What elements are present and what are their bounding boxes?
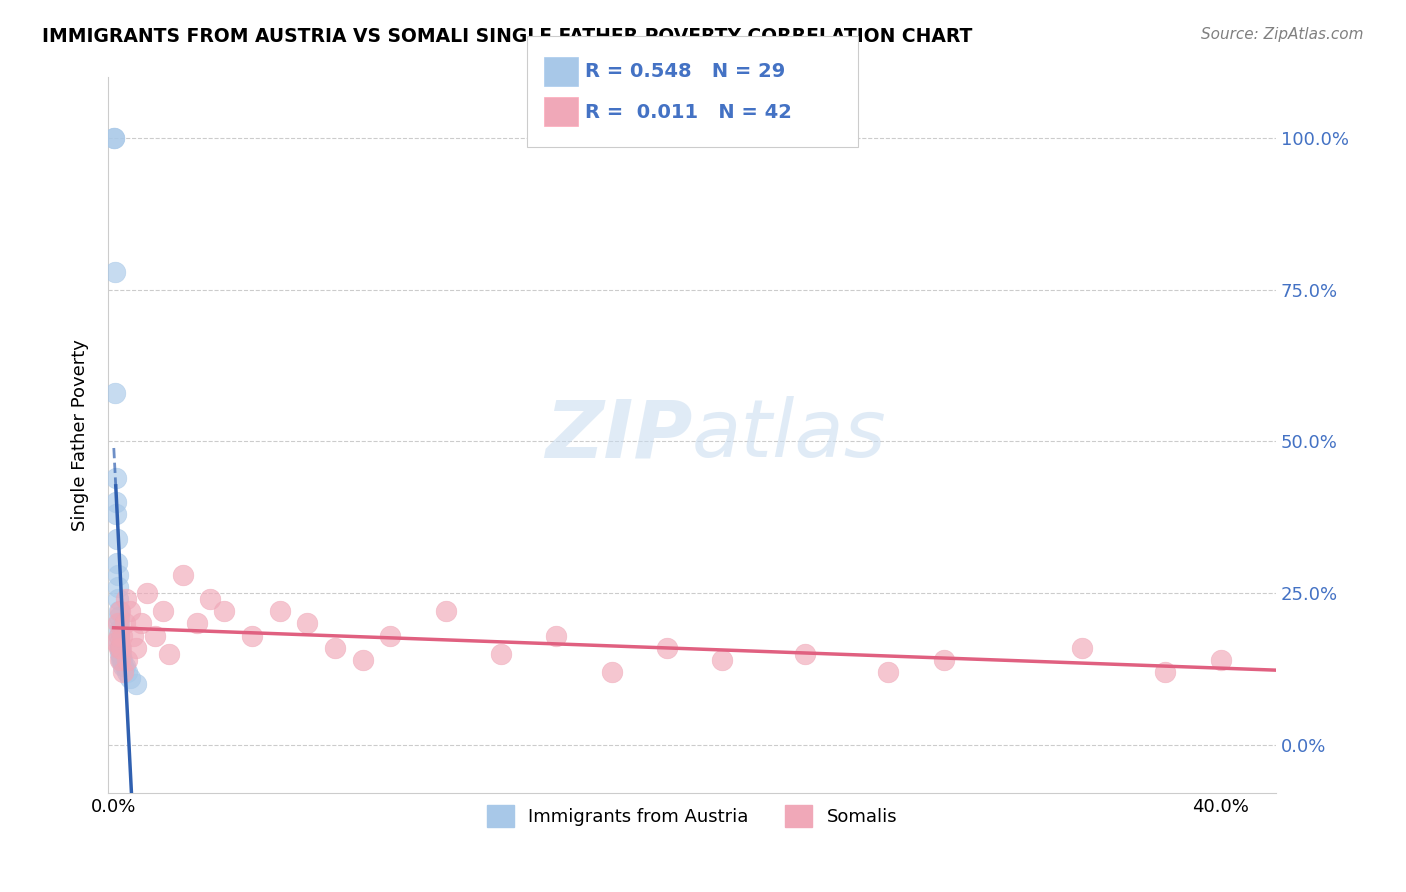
Point — [157, 647, 180, 661]
Point — [200, 592, 222, 607]
Point — [108, 629, 131, 643]
Point — [115, 592, 138, 607]
Point — [122, 629, 145, 643]
Point — [110, 604, 132, 618]
Point — [108, 629, 131, 643]
Point — [108, 653, 131, 667]
Point — [108, 640, 131, 655]
Point — [105, 495, 128, 509]
Point — [655, 640, 678, 655]
Text: IMMIGRANTS FROM AUSTRIA VS SOMALI SINGLE FATHER POVERTY CORRELATION CHART: IMMIGRANTS FROM AUSTRIA VS SOMALI SINGLE… — [42, 27, 973, 45]
Point — [103, 131, 125, 145]
Point — [120, 604, 142, 618]
Point — [107, 568, 129, 582]
Point — [711, 653, 734, 667]
Point — [107, 616, 129, 631]
Point — [103, 131, 125, 145]
Point — [105, 634, 128, 648]
Point — [105, 508, 128, 522]
Text: ZIP: ZIP — [544, 396, 692, 475]
Point — [107, 640, 129, 655]
Point — [323, 640, 346, 655]
Point — [172, 568, 194, 582]
Point — [240, 629, 263, 643]
Legend: Immigrants from Austria, Somalis: Immigrants from Austria, Somalis — [479, 798, 904, 834]
Point — [112, 659, 135, 673]
Point — [152, 604, 174, 618]
Point — [124, 677, 146, 691]
Point — [108, 640, 131, 655]
Point — [114, 659, 136, 673]
Point — [107, 580, 129, 594]
Point — [269, 604, 291, 618]
Point — [212, 604, 235, 618]
Point — [124, 640, 146, 655]
Point — [110, 653, 132, 667]
Point — [108, 623, 131, 637]
Point — [112, 665, 135, 679]
Point — [129, 616, 152, 631]
Point — [114, 616, 136, 631]
Point — [104, 264, 127, 278]
Point — [489, 647, 512, 661]
Point — [1154, 665, 1177, 679]
Point — [1071, 640, 1094, 655]
Point — [110, 647, 132, 661]
Point — [120, 671, 142, 685]
Point — [380, 629, 402, 643]
Text: Source: ZipAtlas.com: Source: ZipAtlas.com — [1201, 27, 1364, 42]
Point — [107, 604, 129, 618]
Point — [352, 653, 374, 667]
Point — [104, 471, 127, 485]
Y-axis label: Single Father Poverty: Single Father Poverty — [72, 340, 89, 532]
Point — [1209, 653, 1232, 667]
Text: R = 0.548   N = 29: R = 0.548 N = 29 — [585, 62, 785, 81]
Point — [105, 556, 128, 570]
Point — [434, 604, 457, 618]
Point — [110, 640, 132, 655]
Text: R =  0.011   N = 42: R = 0.011 N = 42 — [585, 103, 792, 121]
Text: atlas: atlas — [692, 396, 887, 475]
Point — [105, 532, 128, 546]
Point — [932, 653, 955, 667]
Point — [110, 647, 132, 661]
Point — [111, 629, 134, 643]
Point — [600, 665, 623, 679]
Point — [107, 592, 129, 607]
Point — [111, 653, 134, 667]
Point — [107, 616, 129, 631]
Point — [877, 665, 900, 679]
Point — [117, 665, 139, 679]
Point — [108, 634, 131, 648]
Point — [104, 385, 127, 400]
Point — [117, 653, 139, 667]
Point — [297, 616, 319, 631]
Point — [794, 647, 817, 661]
Point — [135, 586, 157, 600]
Point — [143, 629, 166, 643]
Point — [107, 610, 129, 624]
Point — [186, 616, 208, 631]
Point — [546, 629, 568, 643]
